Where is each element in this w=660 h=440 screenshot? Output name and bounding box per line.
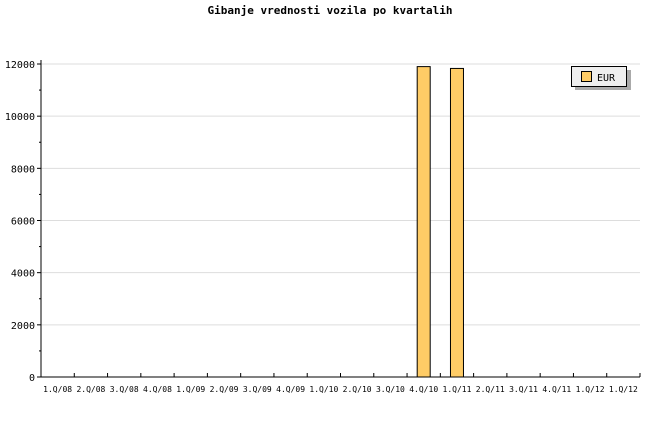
- y-tick-label: 2000: [11, 321, 35, 332]
- legend-label: EUR: [597, 73, 616, 84]
- x-tick-label: 1.Q/11: [443, 385, 472, 394]
- y-tick-label: 10000: [5, 112, 35, 123]
- x-tick-label: 1.Q/10: [309, 385, 338, 394]
- x-tick-label: 1.Q/12: [609, 385, 638, 394]
- legend-swatch: [581, 71, 592, 82]
- x-tick-label: 3.Q/10: [376, 385, 405, 394]
- bar: [416, 66, 431, 378]
- y-tick-label: 4000: [11, 269, 35, 280]
- chart-title: Gibanje vrednosti vozila po kvartalih: [207, 4, 453, 17]
- y-tick-label: 8000: [11, 164, 35, 175]
- x-tick-label: 1.Q/08: [43, 385, 72, 394]
- x-tick-label: 4.Q/09: [276, 385, 305, 394]
- x-tick-label: 3.Q/11: [509, 385, 538, 394]
- x-tick-label: 4.Q/08: [143, 385, 172, 394]
- x-tick-label: 1.Q/09: [176, 385, 205, 394]
- x-tick-label: 3.Q/09: [243, 385, 272, 394]
- y-tick-label: 12000: [5, 60, 35, 71]
- x-tick-label: 1.Q/12: [576, 385, 605, 394]
- y-tick-label: 6000: [11, 217, 35, 228]
- x-tick-label: 2.Q/10: [343, 385, 372, 394]
- x-tick-label: 3.Q/08: [110, 385, 139, 394]
- x-tick-label: 2.Q/09: [210, 385, 239, 394]
- x-tick-label: 4.Q/11: [542, 385, 571, 394]
- x-tick-label: 2.Q/11: [476, 385, 505, 394]
- x-tick-label: 4.Q/10: [409, 385, 438, 394]
- y-tick-label: 0: [29, 373, 35, 384]
- bar: [449, 67, 464, 378]
- x-tick-label: 2.Q/08: [76, 385, 105, 394]
